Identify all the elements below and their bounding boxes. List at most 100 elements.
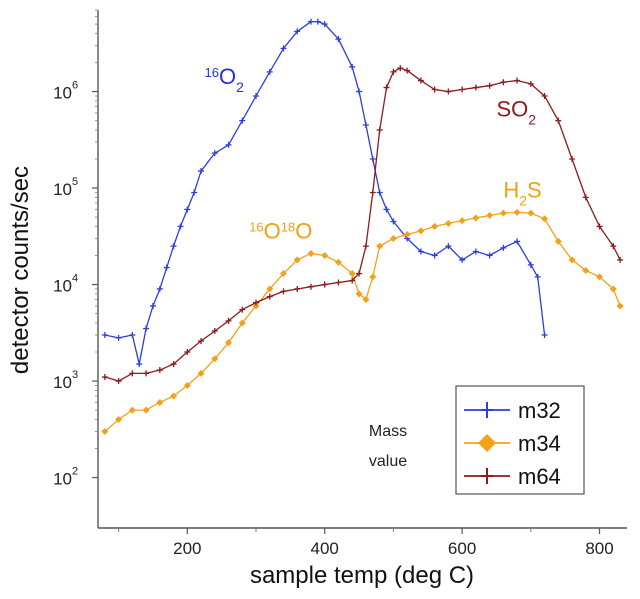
m32-point bbox=[266, 68, 273, 75]
x-tick-label: 200 bbox=[173, 539, 201, 558]
m64-point bbox=[294, 285, 301, 292]
legend: m32 m34 m64 bbox=[455, 385, 585, 495]
m34-point bbox=[527, 209, 535, 217]
m64-point bbox=[431, 86, 438, 93]
m34-point bbox=[568, 256, 576, 264]
m64-point bbox=[170, 361, 177, 368]
m34-point bbox=[499, 209, 507, 217]
m34-point bbox=[458, 217, 466, 225]
m64-point bbox=[349, 277, 356, 284]
x-tick-label: 400 bbox=[311, 539, 339, 558]
m32-point bbox=[514, 238, 521, 245]
m34-point bbox=[183, 381, 191, 389]
m64-point bbox=[514, 77, 521, 84]
m32-point bbox=[136, 361, 143, 368]
m32-point bbox=[225, 141, 232, 148]
m32-point bbox=[115, 334, 122, 341]
m32-point bbox=[307, 18, 314, 25]
m34-point bbox=[355, 290, 363, 298]
m64-point bbox=[404, 67, 411, 74]
m34-point bbox=[417, 227, 425, 235]
m32-point bbox=[459, 256, 466, 263]
m34-point bbox=[321, 251, 329, 259]
m32-point bbox=[143, 325, 150, 332]
x-tick-label: 800 bbox=[585, 539, 613, 558]
m32-point bbox=[417, 248, 424, 255]
m64-point bbox=[596, 223, 603, 230]
m34-point bbox=[348, 270, 356, 278]
legend-label: m32 bbox=[518, 398, 561, 423]
m64-point bbox=[390, 68, 397, 75]
y-tick-exponent: 6 bbox=[72, 80, 78, 92]
m64-point bbox=[582, 194, 589, 201]
m34-point bbox=[554, 237, 562, 245]
m32-point bbox=[184, 206, 191, 213]
m32-point bbox=[486, 252, 493, 259]
m34-point bbox=[170, 392, 178, 400]
m34-point bbox=[252, 302, 260, 310]
m32-point bbox=[500, 244, 507, 251]
m32-point bbox=[163, 264, 170, 271]
species-label-part: O bbox=[295, 219, 312, 244]
m34-point bbox=[238, 319, 246, 327]
y-tick-exponent: 4 bbox=[72, 273, 78, 285]
x-axis-title: sample temp (deg C) bbox=[250, 562, 474, 589]
m32-point bbox=[129, 332, 136, 339]
m64-point bbox=[198, 338, 205, 345]
m34-point bbox=[101, 428, 109, 436]
m32-point bbox=[534, 273, 541, 280]
m32-point bbox=[156, 285, 163, 292]
m32-point bbox=[356, 88, 363, 95]
y-tick-label: 10 bbox=[53, 470, 72, 489]
m32-point bbox=[177, 223, 184, 230]
m34-point bbox=[541, 215, 549, 223]
m64-point bbox=[307, 283, 314, 290]
y-tick-exponent: 3 bbox=[72, 369, 78, 381]
series-m34 bbox=[101, 208, 624, 436]
species-label-part: O bbox=[264, 219, 281, 244]
m64-point bbox=[472, 84, 479, 91]
m32-point bbox=[541, 332, 548, 339]
series-layer bbox=[101, 18, 624, 436]
m32-point bbox=[149, 302, 156, 309]
species-label-part: SO bbox=[496, 97, 528, 122]
m64-point bbox=[211, 328, 218, 335]
m64-point bbox=[362, 243, 369, 250]
m32-point bbox=[280, 45, 287, 52]
m64-point bbox=[129, 370, 136, 377]
m64-point bbox=[417, 77, 424, 84]
x-tick-label: 600 bbox=[448, 539, 476, 558]
species-label-part: 18 bbox=[281, 219, 295, 234]
y-axis-title: detector counts/sec bbox=[7, 166, 34, 374]
y-tick-label: 10 bbox=[53, 180, 72, 199]
species-label: 16O2 bbox=[204, 64, 244, 95]
m32-point bbox=[101, 332, 108, 339]
y-tick-label: 10 bbox=[53, 373, 72, 392]
legend-swatch-marker bbox=[481, 402, 493, 418]
series-m64 bbox=[101, 65, 624, 385]
m64-point bbox=[459, 86, 466, 93]
m34-point bbox=[211, 355, 219, 363]
m64-point bbox=[486, 82, 493, 89]
m64-point bbox=[253, 299, 260, 306]
m32-point bbox=[198, 168, 205, 175]
m34-point bbox=[609, 285, 617, 293]
m34-point bbox=[362, 295, 370, 303]
m32-point bbox=[191, 189, 198, 196]
species-label: H2S bbox=[503, 177, 541, 208]
legend-label: m64 bbox=[518, 464, 561, 489]
m34-point bbox=[197, 369, 205, 377]
species-label: 16O18O bbox=[249, 219, 312, 244]
m34-point bbox=[486, 211, 494, 219]
m64-point bbox=[376, 126, 383, 133]
m34-point bbox=[225, 339, 233, 347]
m64-point bbox=[239, 306, 246, 313]
m32-point bbox=[294, 28, 301, 35]
m34-point bbox=[279, 270, 287, 278]
m34-point bbox=[472, 214, 480, 222]
species-label-part: S bbox=[527, 177, 542, 202]
m34-point bbox=[266, 285, 274, 293]
m34-point bbox=[128, 406, 136, 414]
